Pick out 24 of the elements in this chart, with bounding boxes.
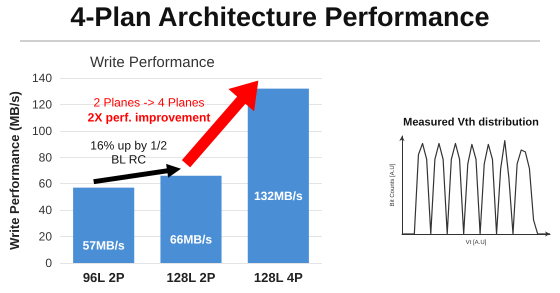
- bar: [248, 88, 309, 263]
- data-label: 132MB/s: [254, 188, 303, 203]
- chart-title: Measured Vth distribution: [403, 116, 540, 128]
- y-tick-label: 20: [38, 230, 52, 244]
- chart-subtitle: Write Performance: [90, 54, 215, 71]
- y-tick-label: 40: [38, 203, 52, 218]
- y-tick-label: 140: [32, 71, 52, 85]
- annotation: 2 Planes -> 4 Planes: [93, 96, 205, 110]
- bar: [160, 176, 222, 263]
- data-label: 66MB/s: [170, 232, 212, 246]
- y-tick-label: 0: [45, 256, 52, 270]
- x-tick-label: 128L 2P: [166, 270, 216, 285]
- data-label: 57MB/s: [82, 238, 125, 252]
- x-tick-label: 128L 4P: [254, 270, 304, 285]
- annotation: 16% up by 1/2 BL RC: [90, 138, 168, 167]
- bar: [73, 188, 134, 263]
- annotation: 2X perf. improvement: [88, 110, 210, 125]
- y-axis-title: Write Performance (MB/s): [7, 91, 22, 250]
- chart-title: 4-Plan Architecture Performance: [69, 2, 491, 33]
- x-tick-label: 96L 2P: [82, 270, 125, 285]
- y-tick-label: 80: [38, 150, 52, 164]
- y-tick-label: 120: [32, 97, 52, 112]
- y-tick-label: 100: [32, 124, 52, 138]
- y-tick-label: 60: [38, 176, 52, 191]
